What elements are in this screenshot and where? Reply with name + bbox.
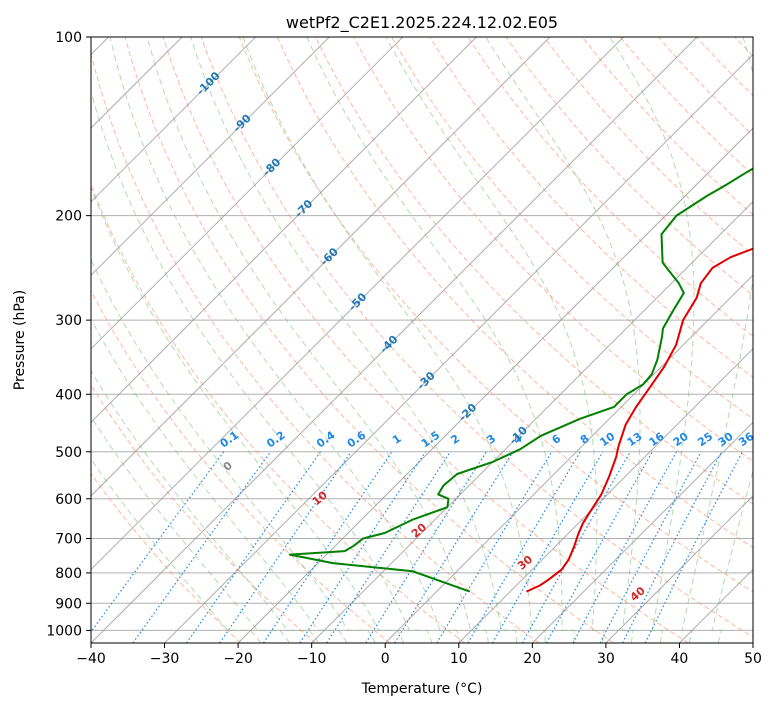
isotherm bbox=[384, 274, 753, 643]
dry-adiabat bbox=[276, 37, 753, 549]
y-tick-label: 600 bbox=[55, 492, 82, 508]
isotherm bbox=[91, 37, 330, 276]
dry-adiabat bbox=[162, 37, 689, 643]
isotherm bbox=[91, 37, 257, 203]
isotherm bbox=[531, 421, 753, 643]
y-axis-label: Pressure (hPa) bbox=[12, 290, 28, 390]
moist-adiabat bbox=[385, 37, 605, 643]
x-tick-label: 40 bbox=[671, 651, 689, 667]
x-tick-label: 50 bbox=[744, 651, 762, 667]
x-axis-label: Temperature (°C) bbox=[361, 681, 483, 697]
dry-adiabat bbox=[200, 37, 753, 638]
dry-adiabats bbox=[91, 37, 753, 643]
x-tick-label: 0 bbox=[381, 651, 390, 667]
temperature-line bbox=[525, 247, 753, 593]
moist-adiabat bbox=[91, 369, 319, 643]
plot-frame bbox=[90, 36, 754, 644]
isotherm bbox=[91, 37, 624, 571]
dry-adiabat bbox=[91, 289, 391, 643]
mixing-ratio-line bbox=[546, 451, 653, 643]
moist-adiabat bbox=[109, 37, 461, 643]
dry-adiabat bbox=[91, 384, 316, 643]
y-tick-label: 300 bbox=[55, 313, 82, 329]
moist-adiabat bbox=[91, 458, 262, 643]
isotherm bbox=[91, 37, 404, 350]
moist-adiabat bbox=[242, 37, 546, 643]
y-tick-label: 700 bbox=[55, 532, 82, 548]
y-tick-label: 800 bbox=[55, 566, 82, 582]
mixing-ratio-line bbox=[91, 451, 225, 633]
pressure-gridlines bbox=[91, 37, 753, 631]
mixing-ratio-line bbox=[262, 451, 393, 643]
moist-adiabat bbox=[91, 186, 405, 643]
dry-adiabat bbox=[91, 472, 242, 643]
moist-adiabat bbox=[485, 37, 641, 643]
x-tick-label: 20 bbox=[523, 651, 541, 667]
isotherm bbox=[91, 37, 698, 643]
moist-adiabat bbox=[190, 37, 518, 643]
mixing-ratio-line bbox=[132, 451, 272, 643]
moist-adiabat bbox=[146, 37, 489, 643]
moist-adiabats bbox=[91, 37, 753, 643]
dry-adiabat bbox=[505, 37, 753, 296]
y-tick-label: 200 bbox=[55, 209, 82, 225]
dry-adiabat bbox=[391, 37, 753, 420]
y-tick-label: 400 bbox=[55, 387, 82, 403]
dry-adiabat bbox=[91, 183, 465, 643]
moist-adiabat bbox=[91, 415, 291, 643]
dewpoint-line bbox=[288, 167, 753, 593]
isotherm bbox=[311, 200, 753, 643]
mixing-ratio-line bbox=[572, 451, 678, 643]
y-tick-label: 1000 bbox=[46, 623, 82, 639]
y-tick-label: 100 bbox=[55, 30, 82, 46]
dry-adiabat bbox=[91, 51, 540, 643]
mixing-ratio-label: 36 bbox=[736, 430, 756, 450]
y-tick-label: 900 bbox=[55, 596, 82, 612]
mixing-ratio-line bbox=[436, 451, 553, 643]
moist-adiabat bbox=[91, 258, 376, 643]
mixing-ratio-line bbox=[186, 451, 321, 643]
moist-adiabat bbox=[91, 318, 348, 643]
moist-adiabat bbox=[91, 89, 433, 643]
moist-adiabat bbox=[681, 37, 753, 643]
axes: −40 −30 −20 −10 0 10 20 30 40 50 100 200 300 400 500 60… bbox=[46, 30, 762, 667]
isotherm bbox=[164, 53, 753, 643]
profile-series bbox=[288, 167, 753, 593]
dry-adiabat bbox=[315, 37, 753, 505]
isotherm bbox=[237, 127, 753, 643]
isotherm bbox=[91, 37, 477, 424]
mixing-ratio-line bbox=[599, 451, 702, 643]
moist-adiabat bbox=[306, 37, 575, 643]
isotherms bbox=[91, 37, 753, 643]
x-tick-label: −10 bbox=[297, 651, 327, 667]
chart-title: wetPf2_C2E1.2025.224.12.02.E05 bbox=[286, 13, 558, 33]
isotherm bbox=[605, 495, 753, 643]
isotherm bbox=[91, 37, 551, 497]
x-tick-label: −40 bbox=[76, 651, 106, 667]
moist-adiabat bbox=[711, 468, 753, 643]
y-tick-label: 500 bbox=[55, 445, 82, 461]
x-tick-label: −30 bbox=[150, 651, 180, 667]
mixing-ratio-line bbox=[219, 451, 352, 643]
dry-adiabat bbox=[124, 37, 614, 643]
mixing-ratio-line bbox=[365, 451, 487, 643]
x-tick-label: −20 bbox=[223, 651, 253, 667]
isotherm bbox=[458, 348, 753, 643]
mixing-ratio-line bbox=[326, 451, 451, 643]
x-tick-label: 30 bbox=[597, 651, 615, 667]
dry-adiabat bbox=[429, 37, 753, 378]
dry-adiabat bbox=[353, 37, 753, 462]
moist-adiabat bbox=[609, 37, 695, 643]
x-tick-label: 10 bbox=[450, 651, 468, 667]
